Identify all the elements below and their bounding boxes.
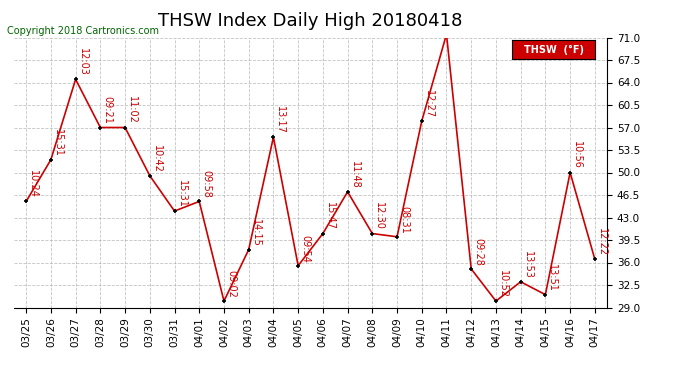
- Point: [243, 247, 254, 253]
- Point: [46, 157, 57, 163]
- Point: [317, 231, 328, 237]
- Text: 09:54: 09:54: [300, 235, 310, 262]
- Text: 12:30: 12:30: [374, 202, 384, 230]
- Text: Copyright 2018 Cartronics.com: Copyright 2018 Cartronics.com: [7, 26, 159, 36]
- Point: [169, 208, 180, 214]
- Point: [194, 198, 205, 204]
- Point: [342, 189, 353, 195]
- Text: 11:02: 11:02: [127, 96, 137, 124]
- Point: [491, 298, 502, 304]
- Point: [564, 170, 575, 176]
- Point: [441, 31, 452, 37]
- Text: 12:22: 12:22: [0, 374, 1, 375]
- Text: 13:17: 13:17: [275, 106, 286, 134]
- Text: 12:22: 12:22: [597, 228, 607, 256]
- Text: 14:15: 14:15: [250, 219, 261, 246]
- Text: 13:53: 13:53: [522, 251, 533, 279]
- Point: [21, 198, 32, 204]
- Point: [515, 279, 526, 285]
- Point: [391, 234, 402, 240]
- Point: [416, 118, 427, 124]
- Point: [219, 298, 230, 304]
- Text: 10:56: 10:56: [572, 141, 582, 169]
- Text: 15:31: 15:31: [53, 129, 63, 156]
- Text: 09:58: 09:58: [201, 170, 211, 198]
- Point: [268, 134, 279, 140]
- Point: [293, 263, 304, 269]
- Text: 15:31: 15:31: [177, 180, 186, 208]
- Text: 10:24: 10:24: [28, 170, 38, 198]
- Text: 13:51: 13:51: [547, 264, 558, 291]
- Title: THSW Index Daily High 20180418: THSW Index Daily High 20180418: [158, 12, 463, 30]
- Point: [144, 173, 155, 179]
- Point: [70, 76, 81, 82]
- Text: 10:42: 10:42: [152, 145, 161, 172]
- Point: [367, 231, 378, 237]
- Point: [119, 124, 130, 130]
- Text: 09:28: 09:28: [473, 238, 483, 266]
- Point: [540, 292, 551, 298]
- Text: 09:21: 09:21: [102, 96, 112, 124]
- Text: 11:48: 11:48: [350, 161, 359, 189]
- Text: 10:52: 10:52: [498, 270, 508, 298]
- Text: 12:27: 12:27: [424, 90, 434, 118]
- Point: [466, 266, 477, 272]
- Text: 12:03: 12:03: [77, 48, 88, 76]
- Point: [589, 256, 600, 262]
- Point: [95, 124, 106, 130]
- Text: 08:31: 08:31: [399, 206, 409, 234]
- Text: 15:47: 15:47: [325, 202, 335, 230]
- Text: 09:02: 09:02: [226, 270, 236, 298]
